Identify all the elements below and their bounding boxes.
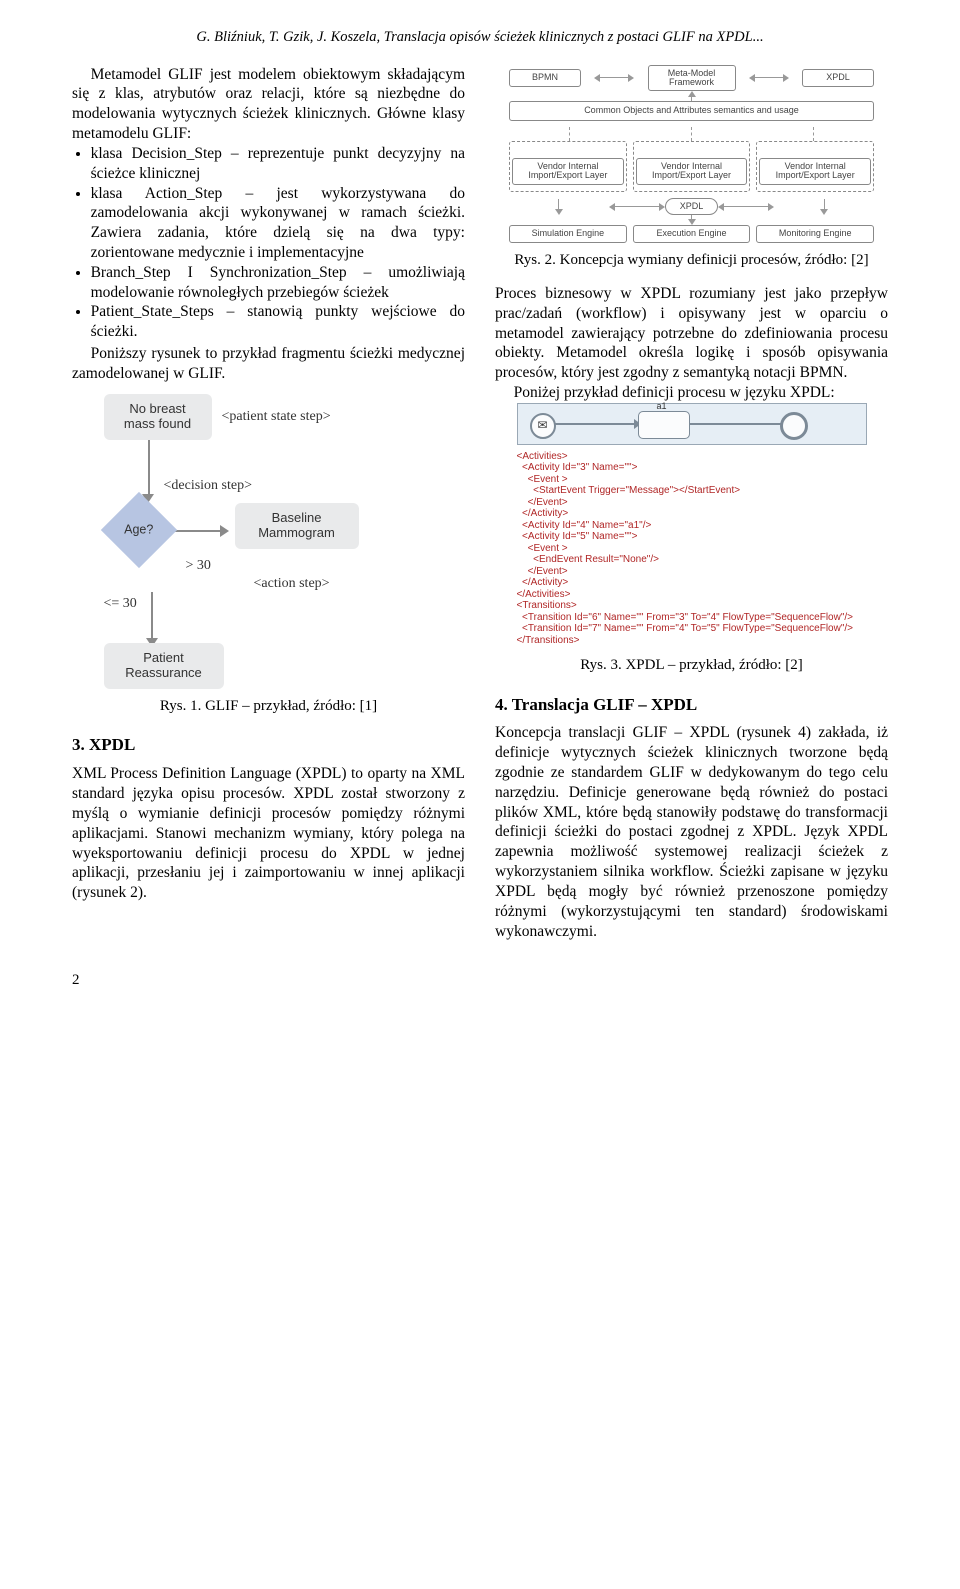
list-item: Branch_Step I Synchronization_Step – umo… (91, 263, 465, 303)
vendor-box: Vendor InternalImport/Export Layer (759, 158, 871, 185)
figure-2-caption: Rys. 2. Koncepcja wymiany definicji proc… (495, 251, 888, 270)
page: G. Bliźniuk, T. Gzik, J. Koszela, Transl… (0, 0, 960, 1031)
glif-after-paragraph: Poniższy rysunek to przykład fragmentu ś… (72, 344, 465, 384)
intro-paragraph: Metamodel GLIF jest modelem obiektowym s… (72, 65, 465, 144)
patient-state-box: No breastmass found (104, 394, 212, 440)
common-box: Common Objects and Attributes semantics … (509, 101, 874, 121)
figure-1-caption: Rys. 1. GLIF – przykład, źródło: [1] (72, 697, 465, 716)
decision-annot: <decision step> (164, 477, 253, 495)
vendor-panel-2: Vendor InternalImport/Export Layer (633, 141, 751, 192)
running-head: G. Bliźniuk, T. Gzik, J. Koszela, Transl… (72, 28, 888, 47)
list-item: Patient_State_Steps – stanowią punkty we… (91, 302, 465, 342)
section-4-paragraph: Koncepcja translacji GLIF – XPDL (rysune… (495, 723, 888, 941)
xpdl-top-box: XPDL (802, 69, 874, 86)
xpdl-diagram: ✉ a1 (517, 403, 867, 445)
action-annot: <action step> (254, 575, 330, 593)
list-item: klasa Action_Step – jest wykorzystywana … (91, 184, 465, 263)
sim-engine-box: Simulation Engine (509, 225, 627, 242)
bpmn-box: BPMN (509, 69, 581, 86)
reassurance-box: PatientReassurance (104, 643, 224, 689)
list-item: klasa Decision_Step – reprezentuje punkt… (91, 144, 465, 184)
metamodel-box: Meta-ModelFramework (648, 65, 736, 92)
vendor-box: Vendor InternalImport/Export Layer (512, 158, 624, 185)
section-3-title: 3. XPDL (72, 734, 465, 756)
mon-engine-box: Monitoring Engine (756, 225, 874, 242)
gt30-label: > 30 (186, 557, 211, 575)
vendor-box: Vendor InternalImport/Export Layer (636, 158, 748, 185)
figure-3: ✉ a1 <Activities> <Activity Id="3" Name=… (495, 403, 888, 676)
figure-2: BPMN Meta-ModelFramework XPDL Common Obj… (495, 65, 888, 270)
section-4-title: 4. Translacja GLIF – XPDL (495, 694, 888, 716)
page-number: 2 (72, 971, 888, 990)
activity-label: a1 (657, 401, 667, 413)
xpdl-xml-listing: <Activities> <Activity Id="3" Name=""> <… (517, 451, 867, 647)
right-paragraph-2: Poniżej przykład definicji procesu w jęz… (495, 383, 888, 403)
glif-class-list: klasa Decision_Step – reprezentuje punkt… (72, 144, 465, 342)
start-event-icon: ✉ (530, 413, 556, 439)
end-event-icon (780, 412, 808, 440)
baseline-box: BaselineMammogram (235, 503, 359, 549)
vendor-panel-1: Vendor InternalImport/Export Layer (509, 141, 627, 192)
patient-state-annot: <patient state step> (222, 408, 331, 426)
vendor-panel-3: Vendor InternalImport/Export Layer (756, 141, 874, 192)
xpdl-oval: XPDL (665, 198, 719, 215)
le30-label: <= 30 (104, 595, 137, 613)
two-column-body: Metamodel GLIF jest modelem obiektowym s… (72, 65, 888, 942)
figure-1: No breastmass found <patient state step>… (72, 394, 465, 717)
right-paragraph-1: Proces biznesowy w XPDL rozumiany jest j… (495, 284, 888, 383)
decision-label: Age? (124, 522, 153, 538)
figure-3-caption: Rys. 3. XPDL – przykład, źródło: [2] (495, 656, 888, 675)
exec-engine-box: Execution Engine (633, 225, 751, 242)
activity-a1: a1 (638, 411, 690, 439)
decision-diamond: Age? (100, 491, 176, 567)
section-3-paragraph: XML Process Definition Language (XPDL) t… (72, 764, 465, 903)
